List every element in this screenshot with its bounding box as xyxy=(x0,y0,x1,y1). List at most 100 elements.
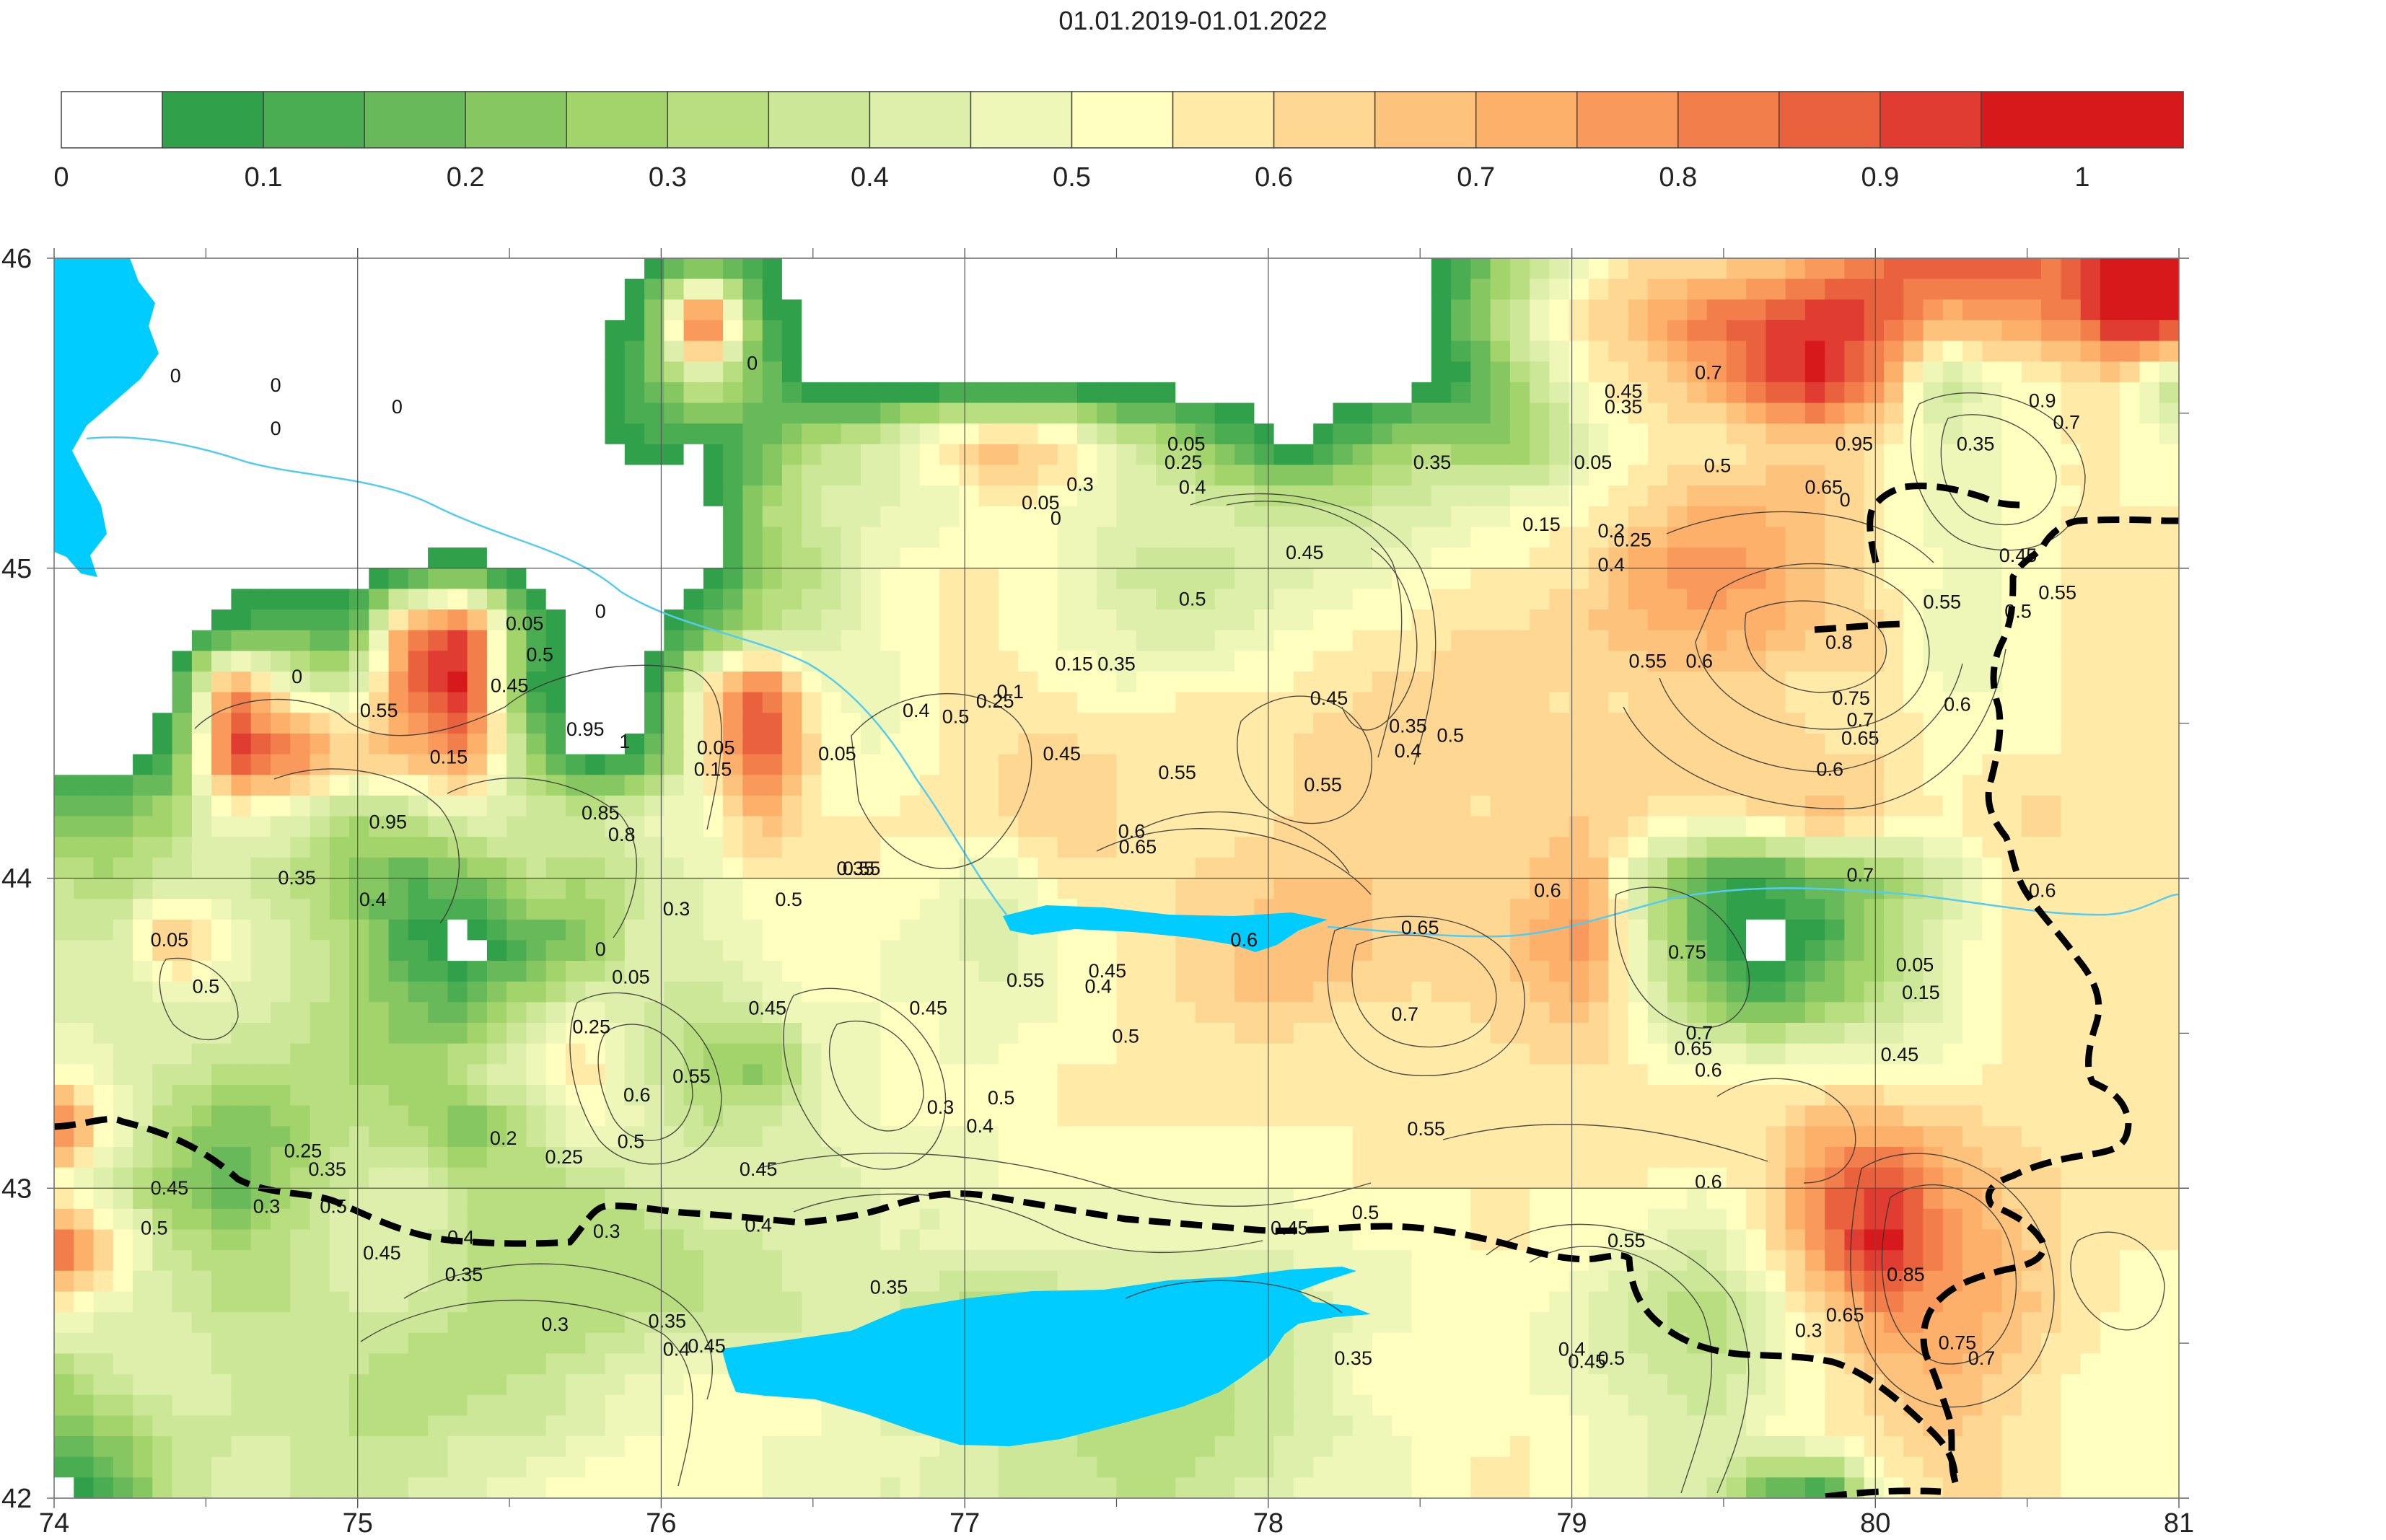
heat-cell xyxy=(1569,1002,1589,1024)
heat-cell xyxy=(1313,733,1334,755)
heat-cell xyxy=(723,961,744,982)
heat-cell xyxy=(2001,1002,2022,1024)
heat-cell xyxy=(1844,961,1865,982)
heat-cell xyxy=(1431,506,1452,528)
heat-cell xyxy=(1411,1023,1432,1044)
heat-cell xyxy=(1175,527,1196,548)
heat-cell xyxy=(723,1085,744,1106)
heat-cell xyxy=(1687,733,1708,755)
heat-cell xyxy=(1175,402,1196,424)
heat-cell xyxy=(821,775,842,796)
heat-cell xyxy=(1057,672,1078,693)
heat-cell xyxy=(624,1105,645,1127)
heat-cell xyxy=(1785,1085,1806,1106)
heat-cell xyxy=(1313,382,1334,404)
heat-cell xyxy=(781,444,802,466)
heat-cell xyxy=(1313,278,1334,300)
heat-cell xyxy=(526,1002,547,1024)
heat-cell xyxy=(861,961,882,982)
heat-cell xyxy=(1628,444,1649,466)
heat-cell xyxy=(1766,1105,1786,1127)
heat-cell xyxy=(978,754,999,775)
heat-cell xyxy=(1392,547,1413,569)
heat-cell xyxy=(290,485,311,507)
heat-cell xyxy=(1018,878,1039,899)
heat-cell xyxy=(2061,1188,2082,1210)
heat-cell xyxy=(1234,1105,1255,1127)
heat-cell xyxy=(742,816,763,837)
heat-cell xyxy=(271,402,291,424)
heat-cell xyxy=(54,1064,75,1086)
heat-cell xyxy=(2041,589,2062,610)
heat-cell xyxy=(1608,1023,1629,1044)
heat-cell xyxy=(1273,754,1294,775)
heat-cell xyxy=(1608,857,1629,879)
heat-cell xyxy=(978,547,999,569)
heat-cell xyxy=(447,382,468,404)
heat-cell xyxy=(506,547,527,569)
heat-cell xyxy=(861,672,882,693)
heat-cell xyxy=(2100,1002,2120,1024)
heat-cell xyxy=(250,878,271,899)
heat-cell xyxy=(1451,485,1472,507)
heat-cell xyxy=(1687,1064,1708,1086)
heat-cell xyxy=(1352,775,1373,796)
heat-cell xyxy=(133,527,154,548)
heat-cell xyxy=(191,361,212,383)
heat-cell xyxy=(1884,1064,1905,1086)
heat-cell xyxy=(2159,919,2179,941)
heat-cell xyxy=(408,919,429,941)
heat-cell xyxy=(329,1002,350,1024)
heat-cell xyxy=(1844,1043,1865,1065)
heat-cell xyxy=(1136,423,1157,445)
heat-cell xyxy=(1923,1188,1944,1210)
heat-cell xyxy=(683,423,704,445)
heat-cell xyxy=(290,837,311,858)
heat-cell xyxy=(349,940,370,962)
heat-cell xyxy=(2001,1105,2022,1127)
heat-cell xyxy=(861,423,882,445)
heat-cell xyxy=(2061,361,2082,383)
heat-cell xyxy=(742,423,763,445)
heat-cell xyxy=(1293,1043,1314,1065)
heat-cell xyxy=(250,672,271,693)
heat-cell xyxy=(447,1167,468,1189)
heat-cell xyxy=(349,320,370,342)
heat-cell xyxy=(408,899,429,920)
heat-cell xyxy=(1234,651,1255,672)
heat-cell xyxy=(290,733,311,755)
heat-cell xyxy=(1451,527,1472,548)
heat-cell xyxy=(900,899,921,920)
heat-cell xyxy=(1293,1023,1314,1044)
heat-cell xyxy=(762,713,783,734)
heat-cell xyxy=(1530,547,1551,569)
heat-cell xyxy=(1038,857,1058,879)
heat-cell xyxy=(1844,527,1865,548)
heat-cell xyxy=(1077,1105,1098,1127)
colorbar-tick-label: 0.5 xyxy=(1053,162,1091,193)
heat-cell xyxy=(781,672,802,693)
heat-cell xyxy=(1313,1002,1334,1024)
heat-cell xyxy=(1392,1085,1413,1106)
heat-cell xyxy=(781,1188,802,1210)
heat-cell xyxy=(1273,340,1294,362)
heat-cell xyxy=(1313,630,1334,652)
heat-cell xyxy=(1766,1188,1786,1210)
heat-cell xyxy=(2159,733,2179,755)
heat-cell xyxy=(880,568,901,590)
heat-cell xyxy=(1077,485,1098,507)
heat-cell xyxy=(605,1043,626,1065)
heat-cell xyxy=(1214,651,1235,672)
heat-cell xyxy=(1097,299,1118,321)
heat-cell xyxy=(723,444,744,466)
heat-cell xyxy=(1923,610,1944,631)
heat-cell xyxy=(1273,837,1294,858)
heat-cell xyxy=(1470,258,1491,280)
heat-cell xyxy=(1156,527,1177,548)
heat-cell xyxy=(723,1105,744,1127)
heat-cell xyxy=(271,610,291,631)
heat-cell xyxy=(2041,733,2062,755)
heat-cell xyxy=(723,423,744,445)
heat-cell xyxy=(1746,816,1767,837)
heat-cell xyxy=(1038,1147,1058,1169)
